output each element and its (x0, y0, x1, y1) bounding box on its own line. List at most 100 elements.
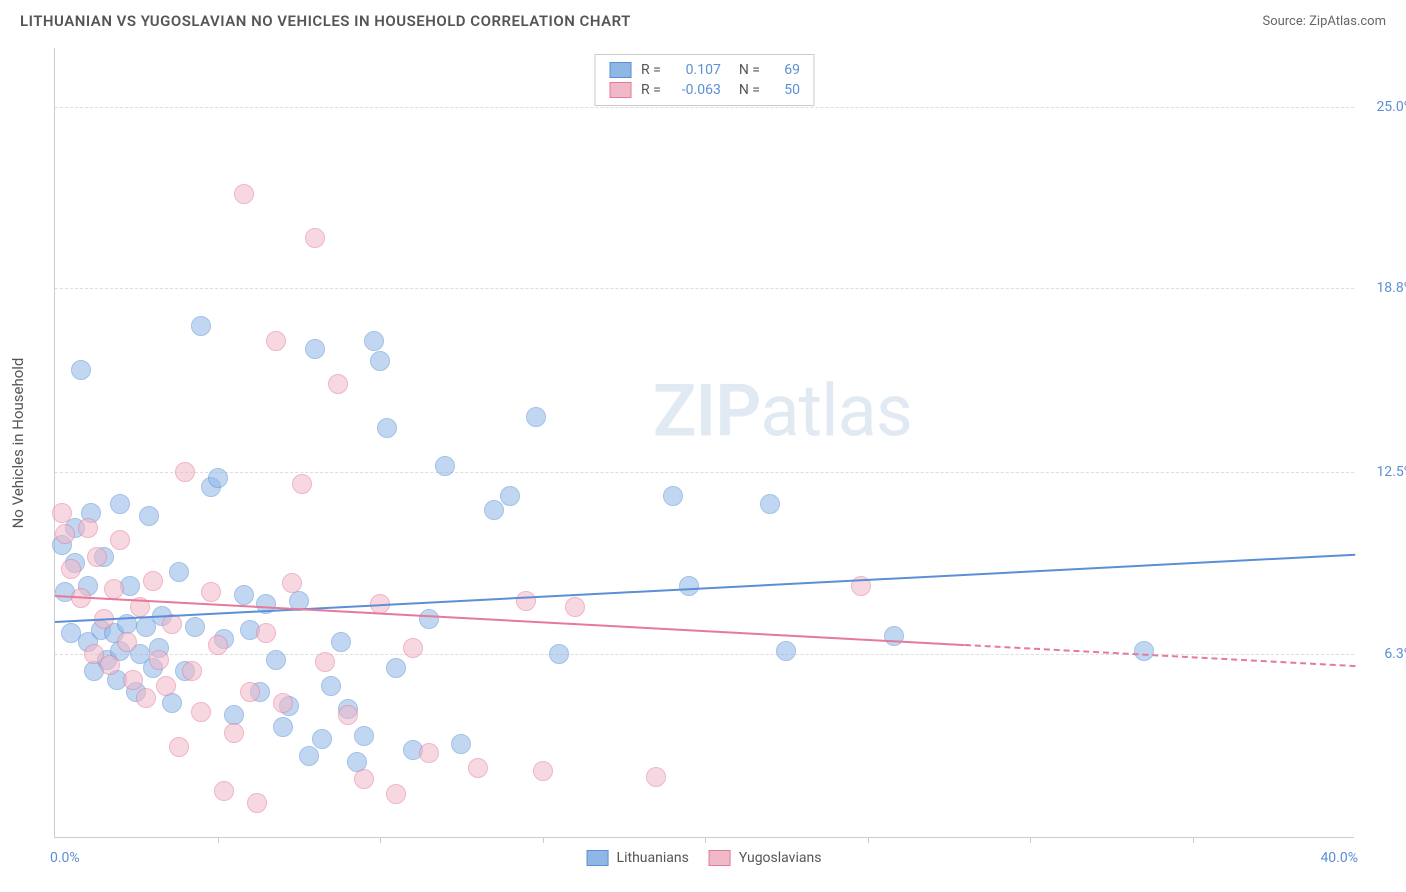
gridline (55, 472, 1354, 473)
data-point (328, 374, 348, 394)
data-point (386, 658, 406, 678)
data-point (468, 758, 488, 778)
x-tick (380, 837, 381, 843)
data-point (156, 676, 176, 696)
data-point (419, 743, 439, 763)
gridline (55, 288, 1354, 289)
chart-title: LITHUANIAN VS YUGOSLAVIAN NO VEHICLES IN… (20, 12, 631, 30)
legend-swatch (609, 82, 631, 98)
data-point (526, 407, 546, 427)
chart-container: No Vehicles in Household ZIPatlas R =0.1… (54, 48, 1354, 838)
data-point (162, 614, 182, 634)
data-point (208, 468, 228, 488)
y-tick-label: 12.5% (1376, 464, 1406, 480)
legend-n-value: 69 (770, 62, 800, 78)
data-point (435, 456, 455, 476)
data-point (234, 184, 254, 204)
data-point (1134, 641, 1154, 661)
data-point (354, 769, 374, 789)
plot-area: ZIPatlas R =0.107N =69R =-0.063N =50 6.3… (54, 48, 1354, 838)
legend-r-value: 0.107 (671, 62, 721, 78)
x-tick (1193, 837, 1194, 843)
data-point (549, 644, 569, 664)
data-point (646, 767, 666, 787)
legend-row: R =-0.063N =50 (609, 80, 800, 100)
gridline (55, 107, 1354, 108)
x-tick-label-min: 0.0% (50, 850, 80, 866)
watermark: ZIPatlas (653, 368, 912, 453)
data-point (182, 661, 202, 681)
data-point (201, 582, 221, 602)
data-point (305, 339, 325, 359)
bottom-legend-item: Lithuanians (587, 850, 689, 866)
bottom-legend-item: Yugoslavians (709, 850, 822, 866)
data-point (273, 717, 293, 737)
data-point (354, 726, 374, 746)
data-point (224, 723, 244, 743)
data-point (208, 635, 228, 655)
data-point (123, 670, 143, 690)
legend-swatch (587, 850, 609, 866)
data-point (315, 652, 335, 672)
data-point (266, 331, 286, 351)
x-tick (1030, 837, 1031, 843)
x-tick (543, 837, 544, 843)
x-tick (868, 837, 869, 843)
data-point (403, 638, 423, 658)
data-point (377, 418, 397, 438)
data-point (760, 494, 780, 514)
chart-header: LITHUANIAN VS YUGOSLAVIAN NO VEHICLES IN… (0, 0, 1406, 38)
legend-r-label: R = (641, 82, 661, 98)
data-point (110, 530, 130, 550)
x-tick-label-max: 40.0% (1320, 850, 1358, 866)
data-point (139, 506, 159, 526)
series-name: Yugoslavians (739, 850, 822, 866)
data-point (282, 573, 302, 593)
data-point (500, 486, 520, 506)
data-point (87, 547, 107, 567)
data-point (143, 571, 163, 591)
data-point (419, 609, 439, 629)
data-point (240, 682, 260, 702)
x-tick (218, 837, 219, 843)
y-tick-label: 18.8% (1376, 280, 1406, 296)
trend-line-dashed (965, 644, 1355, 667)
data-point (214, 781, 234, 801)
data-point (169, 562, 189, 582)
series-name: Lithuanians (617, 850, 689, 866)
data-point (663, 486, 683, 506)
data-point (273, 693, 293, 713)
data-point (71, 360, 91, 380)
x-tick (705, 837, 706, 843)
data-point (162, 693, 182, 713)
legend-swatch (609, 62, 631, 78)
data-point (386, 784, 406, 804)
data-point (266, 650, 286, 670)
data-point (312, 729, 332, 749)
y-tick-label: 6.3% (1384, 646, 1406, 662)
legend-swatch (709, 850, 731, 866)
data-point (256, 623, 276, 643)
data-point (776, 641, 796, 661)
legend-n-label: N = (739, 82, 760, 98)
data-point (533, 761, 553, 781)
chart-source: Source: ZipAtlas.com (1262, 14, 1386, 29)
data-point (78, 518, 98, 538)
data-point (364, 331, 384, 351)
data-point (679, 576, 699, 596)
data-point (516, 591, 536, 611)
data-point (451, 734, 471, 754)
data-point (100, 655, 120, 675)
data-point (169, 737, 189, 757)
data-point (55, 524, 75, 544)
data-point (175, 462, 195, 482)
legend-r-value: -0.063 (671, 82, 721, 98)
data-point (104, 579, 124, 599)
data-point (299, 746, 319, 766)
data-point (117, 632, 137, 652)
data-point (331, 632, 351, 652)
y-axis-label: No Vehicles in Household (9, 358, 27, 529)
data-point (484, 500, 504, 520)
data-point (185, 617, 205, 637)
y-tick-label: 25.0% (1376, 99, 1406, 115)
